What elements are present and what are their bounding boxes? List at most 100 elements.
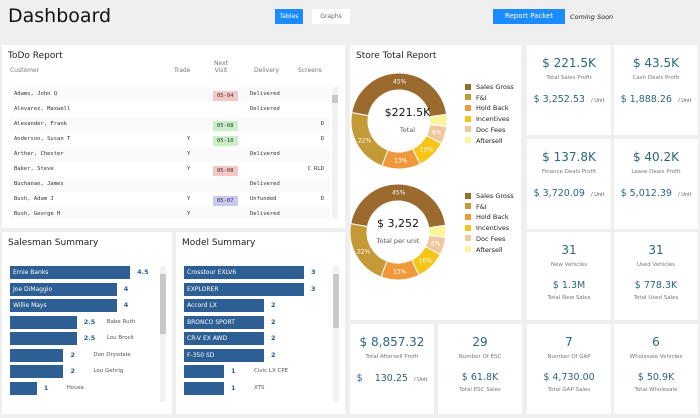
legend-swatch <box>465 94 471 101</box>
screens-cell: D <box>320 121 324 127</box>
stat-label: Number Of GAP <box>547 354 591 360</box>
bar-value: 3 <box>311 268 316 276</box>
table-row[interactable]: Alevarez, Maxwell Delivered <box>10 102 330 117</box>
donut1-label: Total <box>399 126 416 134</box>
trade-cell: Y <box>187 196 191 202</box>
table-row[interactable]: Baker, Steve Y 05-08 C RLD <box>10 162 330 177</box>
table-row[interactable]: Bush, Adam J Y 05-07 Unfunded D <box>10 192 330 207</box>
legend-item: Doc Fees <box>465 125 514 136</box>
bar[interactable]: CR-V EX AWD <box>184 332 264 345</box>
bar-label: XTS <box>254 384 265 391</box>
next-visit-badge <box>213 211 221 213</box>
bar-value: 2 <box>70 367 75 375</box>
tab-graphs[interactable]: Graphs <box>312 9 350 24</box>
table-row[interactable]: Alexander, Frank 05-08 D <box>10 117 330 132</box>
stat-value: $ 137.8K <box>542 150 596 164</box>
table-row[interactable]: Adams, John Q 05-04 Delivered <box>10 87 330 102</box>
bar-value: 2.5 <box>83 317 96 326</box>
donut-slice-sales-gross[interactable] <box>350 183 447 229</box>
table-row[interactable]: Anderson, Susan T Y 05-10 D <box>10 132 330 147</box>
todo-scrollbar[interactable] <box>332 87 338 219</box>
salesman-scrollbar[interactable] <box>160 266 166 402</box>
legend-item: Sales Gross <box>465 82 514 93</box>
delivery-cell: Delivered <box>250 181 280 187</box>
per-unit-suffix: / Unit <box>413 377 428 383</box>
model-scrollbar[interactable] <box>333 266 339 402</box>
customer-cell: Adams, John Q <box>14 91 58 97</box>
bar-value: 1 <box>231 367 236 375</box>
legend-swatch <box>465 235 471 242</box>
screens-cell: D <box>320 196 324 202</box>
col-screens[interactable]: Screens <box>298 67 322 74</box>
screens-cell: C RLD <box>307 166 324 172</box>
col-trade[interactable]: Trade <box>174 67 191 74</box>
legend-label: Aftersell <box>476 245 503 254</box>
stat-label: Wholesale Vehicles <box>629 354 683 360</box>
report-packet-button[interactable]: Report Packet <box>493 9 565 24</box>
bar-value: 4 <box>123 301 129 309</box>
legend-item: F&I <box>465 93 514 104</box>
sub-value: $ 1.3M <box>552 280 586 291</box>
todo-report-panel: ToDo Report Customer Trade Next Visit De… <box>2 45 345 228</box>
bar-value: 1 <box>43 383 49 392</box>
legend-label: Aftersell <box>476 136 503 145</box>
donut2-label: Total per unit <box>376 237 420 245</box>
legend-swatch <box>465 115 471 122</box>
slice-pct-label: 45% <box>392 190 406 197</box>
per-unit-suffix: / Unit <box>590 98 605 104</box>
bar[interactable] <box>10 348 64 362</box>
bar[interactable]: Accord LX <box>184 299 264 312</box>
legend-swatch <box>465 246 471 253</box>
bar[interactable]: Joe DiMaggio <box>10 282 117 296</box>
stat-value: 6 <box>652 335 660 349</box>
bar[interactable]: Ernie Banks <box>10 266 131 279</box>
store-title: Store Total Report <box>356 51 437 61</box>
col-next-visit[interactable]: Next Visit <box>214 60 228 74</box>
table-row[interactable]: Bush, George H Y Delivered <box>10 207 330 219</box>
bar[interactable] <box>10 381 37 395</box>
col-delivery[interactable]: Delivery <box>254 67 279 74</box>
stat-label: Lease Deals Profit <box>631 169 681 175</box>
delivery-cell: Delivered <box>250 151 280 157</box>
col-customer[interactable]: Customer <box>10 67 40 74</box>
bar-value: 2 <box>271 350 276 359</box>
legend-2: Sales Gross F&I Hold Back Incentives Doc Fee… <box>465 191 514 255</box>
legend-item: Incentives <box>465 223 514 234</box>
donut-slice-f-i[interactable] <box>350 223 388 278</box>
per-unit-amount: $ 1,888.26 <box>620 94 672 105</box>
tab-tables[interactable]: Tables <box>275 9 303 24</box>
customer-cell: Baker, Steve <box>14 166 54 172</box>
stat-value: 31 <box>648 243 664 257</box>
next-visit-badge <box>213 181 221 183</box>
legend-swatch <box>465 213 471 220</box>
bar[interactable]: Crosstour EXLV6 <box>184 266 304 279</box>
bar[interactable]: BRONCO SPORT <box>184 315 264 329</box>
bar[interactable] <box>184 381 224 395</box>
stat-label: Total Sales Profit <box>546 75 592 81</box>
bar-value: 2 <box>271 317 276 326</box>
donut-slice-f-i[interactable] <box>350 112 389 167</box>
bar[interactable]: F-350 SD <box>184 348 264 362</box>
slice-pct-label: 45% <box>393 79 407 86</box>
bar[interactable]: Willie Mays <box>10 299 117 312</box>
stat-card: 7 Number Of GAP $ 4,730.00 Total GAP Sales <box>527 324 611 414</box>
donut-slice-sales-gross[interactable] <box>351 72 448 118</box>
legend-item: F&I <box>465 202 514 213</box>
per-unit-amount: $ 130.25 <box>356 373 408 384</box>
bar[interactable] <box>10 332 77 345</box>
next-visit-badge: 05-08 <box>213 120 238 131</box>
bar-value: 4 <box>123 284 129 293</box>
customer-cell: Buchanan, James <box>14 181 64 187</box>
legend-item: Hold Back <box>465 212 514 223</box>
bar-label: CR-V EX AWD <box>187 335 228 342</box>
sub-value: $ 61.8K <box>461 372 499 383</box>
table-row[interactable]: Buchanan, James Delivered <box>10 177 330 192</box>
bar[interactable] <box>10 365 64 378</box>
table-row[interactable]: Arther, Chester Y Delivered <box>10 147 330 162</box>
next-visit-badge <box>213 106 221 108</box>
bar[interactable]: EXPLORER <box>184 282 304 296</box>
stat-value: 31 <box>561 243 577 257</box>
bar[interactable] <box>10 315 77 329</box>
delivery-cell: Delivered <box>250 91 280 97</box>
bar[interactable] <box>184 365 224 378</box>
